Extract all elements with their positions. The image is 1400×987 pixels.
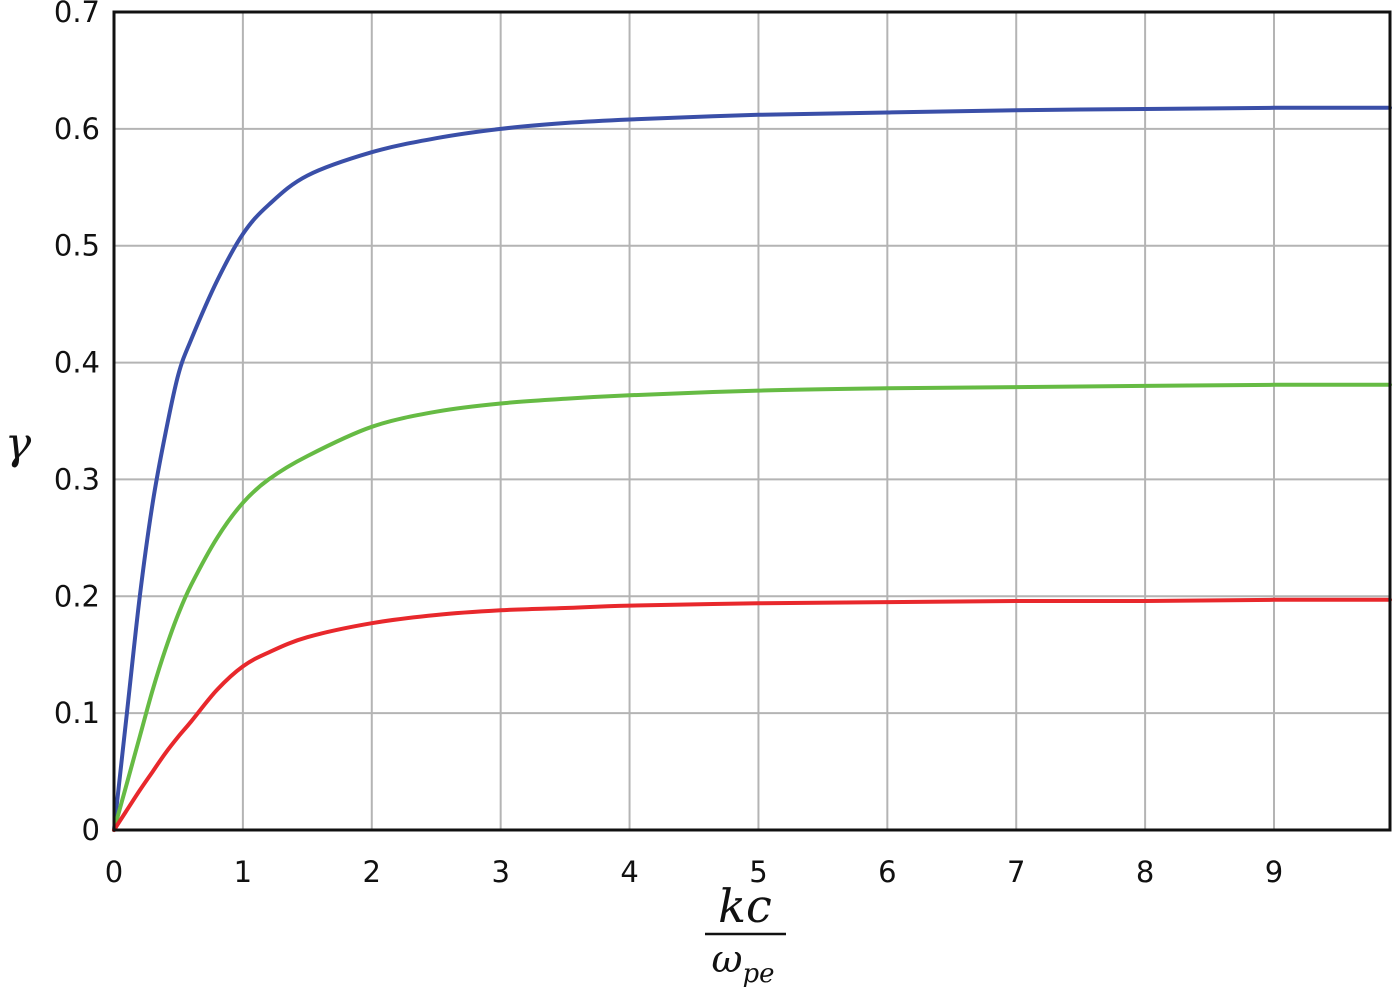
x-tick-label: 3 bbox=[491, 855, 509, 889]
series-line-1 bbox=[112, 105, 1392, 832]
x-tick-label: 7 bbox=[1007, 855, 1025, 889]
y-tick-label: 0 bbox=[82, 813, 100, 847]
y-tick-label: 0.2 bbox=[54, 579, 100, 613]
y-tick-label: 0.7 bbox=[54, 0, 100, 29]
y-tick-label: 0.1 bbox=[54, 696, 100, 730]
series-lines bbox=[112, 105, 1392, 832]
y-tick-label: 0.3 bbox=[54, 462, 100, 496]
y-axis-label: γ bbox=[5, 419, 32, 470]
y-tick-labels: 0 0.1 0.2 0.3 0.4 0.5 0.6 0.7 bbox=[54, 0, 100, 847]
plot-frame bbox=[112, 10, 1392, 832]
y-tick-label: 0.5 bbox=[54, 229, 100, 263]
x-axis-label-subscript: pe bbox=[742, 959, 774, 987]
x-axis-label-omega: ω bbox=[711, 937, 742, 981]
x-tick-labels: 0 1 2 3 4 5 6 7 8 9 bbox=[105, 855, 1283, 889]
x-tick-label: 8 bbox=[1136, 855, 1154, 889]
x-axis-label: kc ωpe bbox=[705, 879, 786, 987]
x-tick-label: 6 bbox=[878, 855, 896, 889]
series-line-2 bbox=[112, 382, 1392, 832]
x-tick-label: 5 bbox=[749, 855, 767, 889]
x-tick-label: 9 bbox=[1265, 855, 1283, 889]
series-line-3 bbox=[112, 597, 1392, 832]
x-tick-label: 0 bbox=[105, 855, 123, 889]
x-tick-label: 4 bbox=[620, 855, 638, 889]
y-tick-label: 0.6 bbox=[54, 112, 100, 146]
x-axis-label-numerator: kc bbox=[718, 879, 772, 933]
x-axis-label-denominator: ωpe bbox=[711, 937, 774, 987]
x-tick-label: 2 bbox=[363, 855, 381, 889]
grid-lines bbox=[113, 11, 1390, 831]
x-tick-label: 1 bbox=[234, 855, 252, 889]
y-tick-label: 0.4 bbox=[54, 346, 100, 380]
